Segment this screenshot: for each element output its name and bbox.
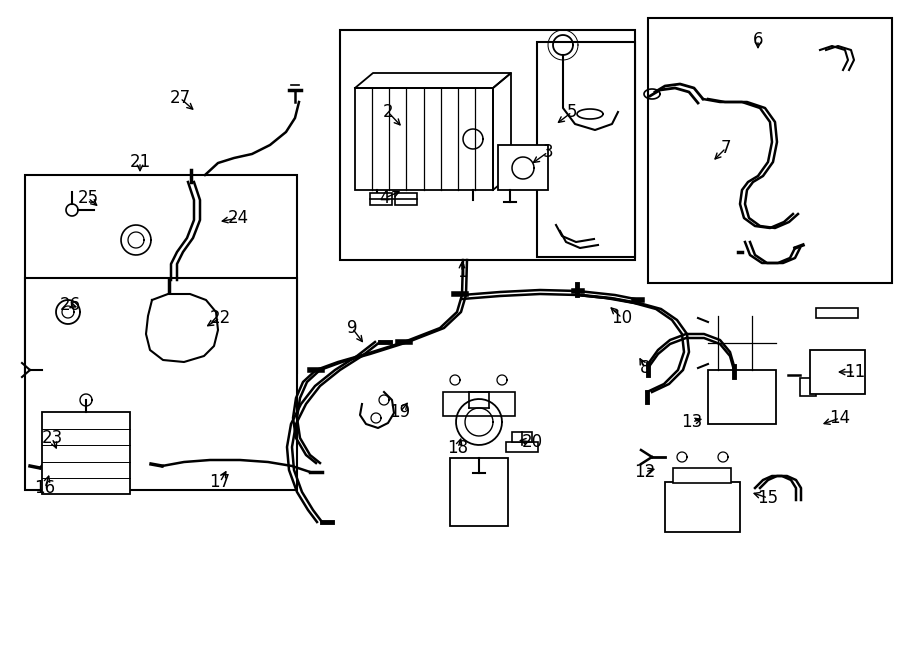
Text: 10: 10	[611, 309, 633, 327]
Text: 16: 16	[34, 479, 56, 497]
Bar	[370, 193, 392, 205]
Text: 15: 15	[758, 489, 778, 507]
Bar	[395, 193, 417, 205]
Text: 14: 14	[830, 409, 850, 427]
Text: 25: 25	[77, 189, 99, 207]
Bar	[355, 88, 493, 190]
Bar	[665, 482, 740, 532]
Bar	[816, 308, 858, 318]
Bar	[450, 458, 508, 526]
Text: 18: 18	[447, 439, 469, 457]
Bar	[800, 378, 816, 396]
Text: 27: 27	[169, 89, 191, 107]
Text: 22: 22	[210, 309, 230, 327]
Bar	[25, 278, 297, 490]
Bar	[673, 468, 731, 483]
Text: 4: 4	[380, 189, 391, 207]
Bar	[537, 42, 635, 257]
Text: 6: 6	[752, 31, 763, 49]
Bar	[648, 18, 892, 283]
Text: 9: 9	[346, 319, 357, 337]
Bar	[708, 370, 776, 424]
Text: 17: 17	[210, 473, 230, 491]
Bar	[810, 350, 865, 394]
Bar	[512, 432, 532, 442]
Text: 1: 1	[456, 263, 467, 281]
Text: 23: 23	[41, 429, 63, 447]
Text: 13: 13	[681, 413, 703, 431]
Text: 2: 2	[382, 103, 393, 121]
Bar	[443, 392, 515, 416]
Text: 3: 3	[543, 143, 553, 161]
Bar	[506, 442, 538, 452]
Text: 19: 19	[390, 403, 410, 421]
Bar	[42, 412, 130, 494]
Text: 8: 8	[640, 359, 650, 377]
Bar	[25, 175, 297, 373]
Text: 12: 12	[634, 463, 655, 481]
Text: 21: 21	[130, 153, 150, 171]
Text: 20: 20	[521, 433, 543, 451]
Text: 24: 24	[228, 209, 248, 227]
Text: 11: 11	[844, 363, 866, 381]
Text: 5: 5	[567, 103, 577, 121]
Text: 26: 26	[59, 296, 81, 314]
Text: 7: 7	[721, 139, 731, 157]
Bar	[340, 30, 635, 260]
Bar	[498, 145, 548, 190]
